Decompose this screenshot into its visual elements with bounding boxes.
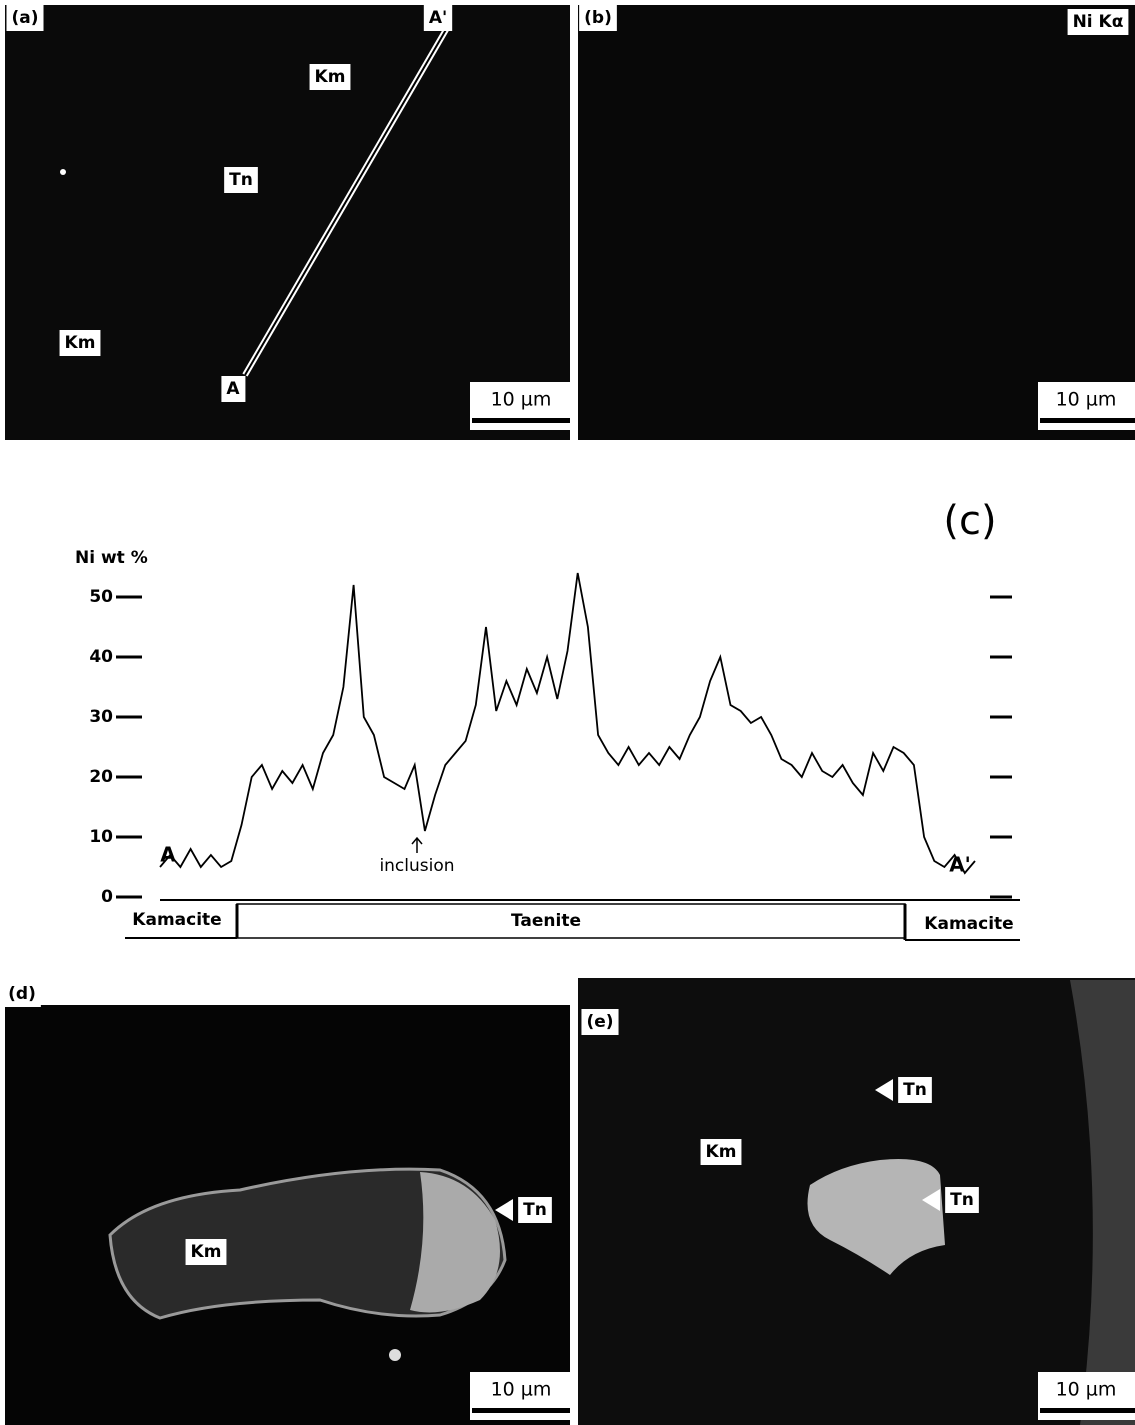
y-tick-label: 20 [89,767,113,787]
y-tick-label: 30 [89,707,113,727]
phase-label: Taenite [511,911,581,931]
scale-label: 10 µm [491,1379,552,1401]
scale-label: 10 µm [491,389,552,411]
dot [60,169,66,175]
tag: Km [65,333,96,353]
panel-label: (d) [8,984,36,1004]
tag: Ni Kα [1073,12,1124,32]
scale-bar [472,418,570,423]
scale-label: 10 µm [1056,1379,1117,1401]
tag: A' [429,8,447,28]
panel-label: (b) [584,8,612,28]
micrograph-b [578,5,1135,440]
y-tick-label: 50 [89,587,113,607]
y-tick-label: 10 [89,827,113,847]
scale-label: 10 µm [1056,389,1117,411]
tag: Tn [950,1190,974,1210]
tag: Tn [229,170,253,190]
tag: Tn [903,1080,927,1100]
tag: Km [191,1242,222,1262]
tag: A [226,379,240,399]
annotation: inclusion [379,856,454,876]
tag: Km [706,1142,737,1162]
arrow [412,838,422,853]
phase-label: Kamacite [924,914,1013,934]
profile-line [160,573,975,873]
inclusion-dot [389,1349,401,1361]
panel-label: (a) [11,8,38,28]
scale-bar [1040,418,1135,423]
scale-bar [472,1408,570,1413]
micrograph-a [5,5,570,440]
panel-label: (e) [586,1012,613,1032]
y-tick-label: 40 [89,647,113,667]
scale-bar [1040,1408,1135,1413]
phase-label: Kamacite [132,910,221,930]
chart-title: (c) [943,498,996,544]
tag: Tn [523,1200,547,1220]
y-tick-label: 0 [101,887,113,907]
y-axis-label: Ni wt % [75,548,148,568]
figure: 10 µm 10 µm 10 µm 10 µm (a) Km Tn Km A A… [0,0,1135,1425]
tag: Km [315,67,346,87]
